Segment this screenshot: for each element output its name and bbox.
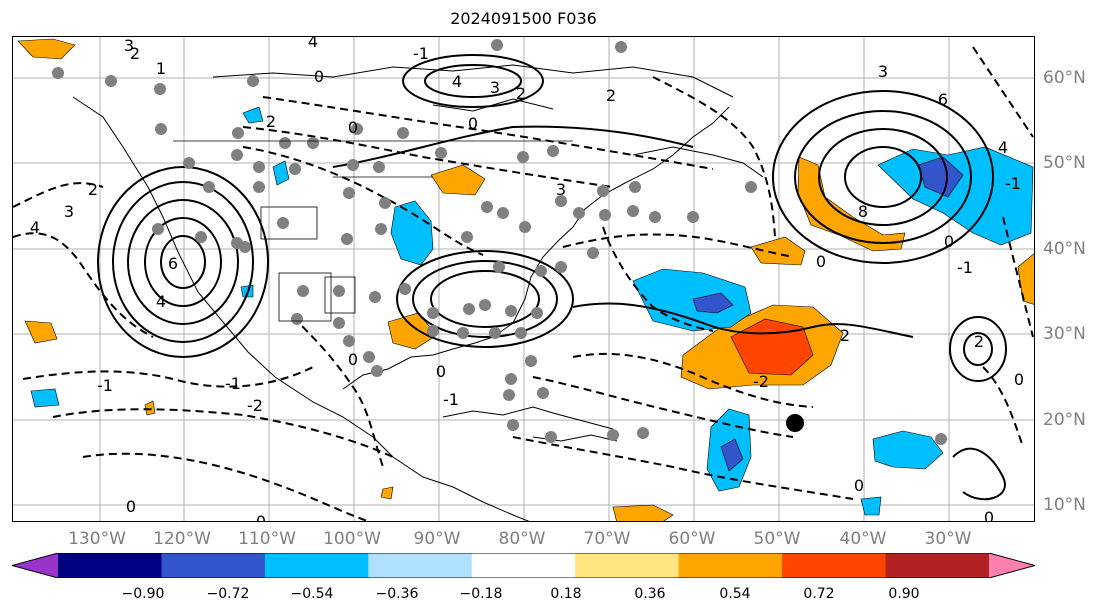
contour-label: 3 [878,62,888,81]
colorbar-segment [58,553,162,578]
lon-label: 120°W [153,529,211,549]
contour-label: 1 [156,59,166,78]
colorbar-tick-label: −0.54 [290,586,334,602]
contour-label: 0 [314,67,324,86]
colorbar-tick-label: −0.90 [121,586,165,602]
colorbar-segment [471,553,576,578]
contour-label: 0 [468,114,478,133]
contour-label: 4 [156,292,166,311]
contour-label: -2 [753,372,769,391]
lat-label: 10°N [1043,495,1086,515]
lon-label: 30°W [924,529,972,549]
lon-label: 130°W [68,529,126,549]
colorbar-tick-label: −0.18 [459,586,503,602]
contour-label: 6 [168,254,178,273]
contour-label: 0 [1014,370,1024,389]
contour-label: 0 [854,476,864,495]
colorbar-segment [161,553,266,578]
lat-label: 20°N [1043,410,1086,430]
contours-positive [97,54,1007,501]
contour-label: 2 [974,332,984,351]
contours-negative [13,46,1034,521]
colorbar-segment [12,553,58,578]
contour-label: 2 [840,326,850,345]
colorbar-segment [264,553,369,578]
shading-negative [30,106,1034,516]
colorbar-segment [368,553,473,578]
contour-label: -1 [225,374,241,393]
colorbar-tick-label: 0.72 [803,586,835,602]
map-title: 2024091500 F036 [450,9,597,28]
colorbar-segment [782,553,887,578]
colorbar-segment [885,553,990,578]
contour-label: 8 [858,202,868,221]
lat-label: 40°N [1043,239,1086,259]
contour-label: -1 [97,376,113,395]
lon-label: 70°W [583,529,631,549]
contour-label: 0 [348,118,358,137]
contour-label: 0 [984,508,994,522]
colorbar-tick-label: 0.36 [634,586,666,602]
colorbar-tick-label: −0.72 [206,586,250,602]
colorbar [12,553,1035,578]
contour-label: -2 [247,396,263,415]
contour-label: 0 [256,512,266,522]
lon-label: 110°W [238,529,296,549]
colorbar-tick-label: 0.18 [550,586,582,602]
station-dots [52,39,947,445]
contour-label: 4 [30,218,40,237]
contour-label: 3 [490,78,500,97]
contour-label: 4 [308,37,318,51]
contour-label: 0 [944,232,954,251]
contour-label: -1 [957,258,973,277]
contour-label: -1 [443,390,459,409]
contour-label: 2 [88,180,98,199]
contour-label: 2 [606,86,616,105]
contour-label: -1 [413,44,429,63]
lon-label: 80°W [498,529,546,549]
contour-label: 0 [436,362,446,381]
contour-labels: 4 3 2 1 0 -1 4 3 2 2 0 0 2 6 3 8 4 -1 0 … [30,37,1024,522]
lat-label: 60°N [1043,68,1086,88]
tropical-cyclone-marker [786,414,804,432]
colorbar-tick-label: 0.90 [888,586,920,602]
lat-label: 30°N [1043,324,1086,344]
contour-label: 3 [64,202,74,221]
contour-label: 6 [938,90,948,109]
map-panel: 4 3 2 1 0 -1 4 3 2 2 0 0 2 6 3 8 4 -1 0 … [12,36,1035,522]
colorbar-segment [575,553,680,578]
colorbar-tick-label: −0.36 [375,586,419,602]
political-borders [173,140,573,322]
colorbar-segment [678,553,783,578]
contour-label: 0 [816,252,826,271]
contour-label: 0 [348,350,358,369]
colorbar-segment [989,553,1035,578]
colorbar-tick-label: 0.54 [719,586,751,602]
forecast-map: 4 3 2 1 0 -1 4 3 2 2 0 0 2 6 3 8 4 -1 0 … [13,37,1034,522]
contour-label: 4 [998,138,1008,157]
contour-label: -1 [1005,174,1021,193]
contour-label: 2 [516,84,526,103]
contour-label: 3 [556,180,566,199]
lon-label: 40°W [839,529,887,549]
lon-label: 100°W [323,529,381,549]
contour-label: 2 [266,112,276,131]
contour-label: 3 [124,37,134,55]
lat-label: 50°N [1043,153,1086,173]
lon-label: 90°W [413,529,461,549]
lon-label: 50°W [753,529,801,549]
contour-label: 2 [130,44,140,63]
contour-label: 0 [126,497,136,516]
contour-label: 4 [452,72,462,91]
lon-label: 60°W [668,529,716,549]
